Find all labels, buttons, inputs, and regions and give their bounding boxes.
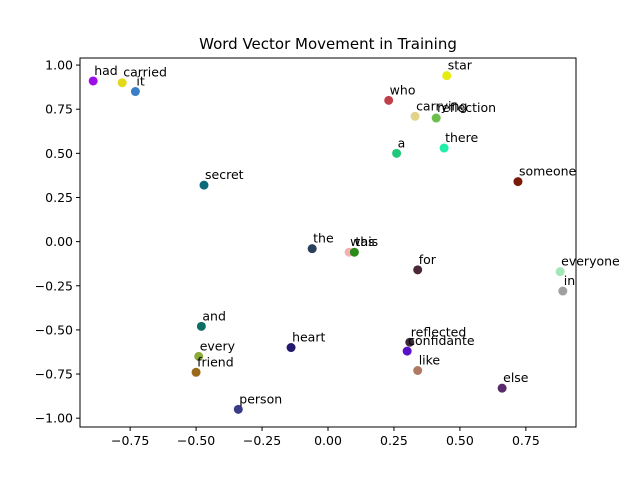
- x-axis: −0.75 −0.50 −0.25 0.00 0.25 0.50 0.75: [111, 427, 540, 448]
- data-point-this: [349, 247, 359, 257]
- x-tick-label: −0.50: [177, 433, 215, 448]
- data-point-someone: [513, 177, 523, 187]
- y-tick-label: 1.00: [45, 58, 73, 73]
- data-point-the: [307, 244, 317, 254]
- x-tick-label: 0.00: [314, 433, 342, 448]
- point-label-friend: friend: [197, 354, 234, 369]
- data-point-a: [392, 148, 402, 158]
- point-label-this: this: [355, 234, 378, 249]
- x-tick-label: 0.50: [446, 433, 474, 448]
- data-point-heart: [286, 343, 296, 353]
- point-label-heart: heart: [292, 330, 325, 345]
- data-point-friend: [191, 367, 201, 377]
- y-tick-label: 0.25: [45, 190, 73, 205]
- x-tick-label: 0.25: [380, 433, 408, 448]
- point-label-a: a: [398, 135, 406, 150]
- point-label-and: and: [202, 308, 226, 323]
- data-point-every: [194, 351, 204, 361]
- y-tick-label: 0.50: [45, 146, 73, 161]
- data-point-else: [497, 383, 507, 393]
- data-point-confidante: [402, 346, 412, 356]
- point-label-in: in: [564, 273, 575, 288]
- point-label-was: was: [350, 234, 374, 249]
- point-label-had: had: [94, 63, 118, 78]
- point-label-confidante: confidante: [408, 333, 475, 348]
- data-point-reflected: [405, 337, 415, 347]
- data-point-in: [558, 286, 568, 296]
- data-point-who: [384, 95, 394, 105]
- data-point-it: [130, 87, 140, 97]
- point-label-like: like: [419, 353, 441, 368]
- y-tick-label: −0.25: [35, 278, 73, 293]
- point-label-everyone: everyone: [561, 254, 620, 269]
- data-point-and: [196, 321, 206, 331]
- data-point-carried: [117, 78, 127, 88]
- data-point-there: [439, 143, 449, 153]
- point-label-secret: secret: [205, 167, 244, 182]
- point-label-for: for: [419, 252, 437, 267]
- y-tick-label: −0.50: [35, 322, 73, 337]
- data-point-had: [88, 76, 98, 86]
- point-label-reflected: reflected: [411, 324, 467, 339]
- point-label-else: else: [503, 370, 529, 385]
- data-point-star: [442, 71, 452, 81]
- point-label-someone: someone: [519, 164, 577, 179]
- y-axis: −1.00 −0.75 −0.50 −0.25 0.00 0.25 0.50 0.75 1.00: [35, 58, 80, 426]
- data-point-everyone: [555, 267, 565, 277]
- points-layer: had carrieditsecretwhostarcarryingreflect…: [88, 58, 620, 414]
- chart-title: Word Vector Movement in Training: [199, 35, 457, 53]
- data-point-like: [413, 366, 423, 376]
- data-point-secret: [199, 180, 209, 190]
- point-label-person: person: [239, 391, 282, 406]
- y-tick-label: 0.75: [45, 102, 73, 117]
- point-label-who: who: [390, 82, 416, 97]
- data-point-carrying: [410, 111, 420, 121]
- x-tick-label: −0.75: [111, 433, 149, 448]
- y-tick-label: 0.00: [45, 234, 73, 249]
- point-label-there: there: [445, 130, 478, 145]
- point-label-every: every: [200, 338, 236, 353]
- point-label-star: star: [448, 58, 473, 73]
- y-tick-label: −0.75: [35, 367, 73, 382]
- point-label-the: the: [313, 231, 334, 246]
- data-point-person: [233, 404, 243, 414]
- data-point-reflection: [431, 113, 441, 123]
- x-tick-label: 0.75: [512, 433, 540, 448]
- point-label-carrying: carrying: [416, 98, 467, 113]
- point-label-it: it: [136, 74, 144, 89]
- point-label-carried: carried: [123, 65, 167, 80]
- data-point-for: [413, 265, 423, 275]
- y-tick-label: −1.00: [35, 411, 73, 426]
- x-tick-label: −0.25: [243, 433, 281, 448]
- point-label-reflection: reflection: [437, 100, 496, 115]
